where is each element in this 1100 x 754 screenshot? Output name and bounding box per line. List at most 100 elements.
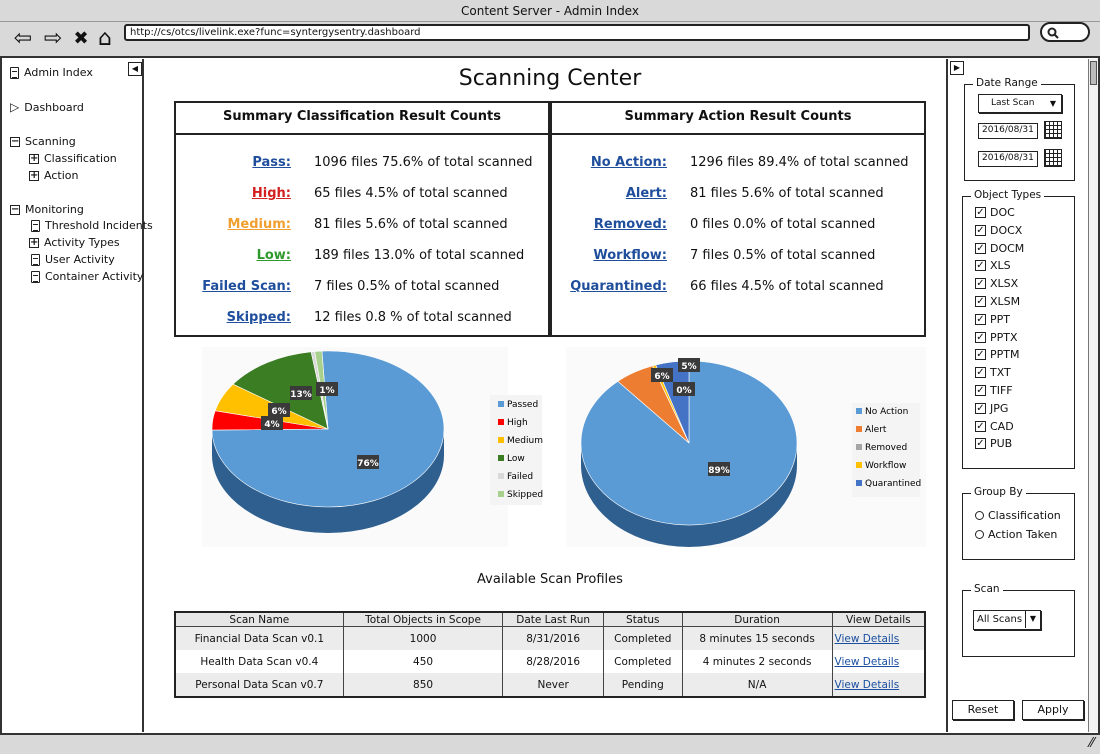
- summary-value: 0 files 0.0% of total scanned: [690, 217, 876, 232]
- checkbox-checked-icon: ✓: [975, 296, 986, 307]
- data-label: 4%: [264, 420, 279, 430]
- sidebar-item-admin-index[interactable]: Admin Index: [10, 66, 93, 79]
- summary-value: 65 files 4.5% of total scanned: [314, 186, 508, 201]
- legend-entry: Removed: [865, 443, 907, 453]
- calendar-icon[interactable]: [1044, 121, 1062, 139]
- sidebar-item-user-activity[interactable]: User Activity: [31, 253, 115, 266]
- sidebar-item-action[interactable]: + Action: [29, 169, 79, 182]
- checkbox-checked-icon: ✓: [975, 349, 986, 361]
- summary-value: 189 files 13.0% of total scanned: [314, 248, 525, 263]
- sidebar-item-dashboard[interactable]: ▷ Dashboard: [10, 100, 84, 114]
- summary-label-link[interactable]: Skipped:: [226, 310, 291, 325]
- checkbox-checked-icon: ✓: [975, 420, 986, 432]
- object-type-checkbox[interactable]: ✓ TIFF: [975, 384, 1013, 397]
- legend-swatch: [856, 480, 862, 486]
- legend-entry: Low: [507, 454, 525, 464]
- summary-label-link[interactable]: Failed Scan:: [202, 279, 291, 294]
- view-details-link[interactable]: View Details: [834, 655, 900, 668]
- sidebar-item-classification[interactable]: + Classification: [29, 152, 117, 165]
- object-type-checkbox[interactable]: ✓ PPTX: [975, 330, 1018, 344]
- status-bar: ⁄⁄: [0, 733, 1100, 754]
- home-icon[interactable]: ⌂: [98, 26, 112, 51]
- legend-swatch: [498, 419, 504, 425]
- summary-value: 66 files 4.5% of total scanned: [690, 279, 884, 294]
- close-icon[interactable]: ✖: [73, 28, 89, 49]
- legend-swatch: [856, 462, 862, 468]
- back-arrow-icon[interactable]: ⇦: [13, 26, 33, 51]
- collapse-sidebar-button[interactable]: ◀: [128, 62, 142, 76]
- summary-label-link[interactable]: No Action:: [590, 155, 667, 170]
- window-title: Content Server - Admin Index: [0, 0, 1100, 22]
- object-type-checkbox[interactable]: ✓ PUB: [975, 437, 1013, 451]
- column-header: Date Last Run: [502, 611, 604, 627]
- sidebar-item-scanning[interactable]: − Scanning: [10, 135, 76, 148]
- table-row: Health Data Scan v0.4 450 8/28/2016 Complet…: [174, 650, 926, 673]
- legend-swatch: [856, 444, 862, 450]
- action-summary-panel: Summary Action Result Counts No Action: 1…: [550, 101, 926, 337]
- summary-label-link[interactable]: Removed:: [593, 217, 667, 232]
- object-type-checkbox[interactable]: ✓ PPTM: [975, 348, 1020, 362]
- collapse-minus-icon: −: [10, 203, 20, 215]
- object-type-checkbox[interactable]: ✓ TXT: [975, 366, 1011, 380]
- scrollbar-thumb[interactable]: [1090, 61, 1097, 85]
- summary-label-link[interactable]: Low:: [256, 248, 291, 263]
- column-header: Status: [602, 611, 683, 627]
- object-type-checkbox[interactable]: ✓ JPG: [975, 401, 1009, 415]
- object-type-checkbox[interactable]: ✓ CAD: [975, 419, 1014, 433]
- object-type-checkbox[interactable]: ✓ DOC: [975, 206, 1015, 219]
- summary-value: 81 files 5.6% of total scanned: [690, 186, 884, 201]
- summary-label-link[interactable]: Pass:: [252, 155, 291, 170]
- date-to-field[interactable]: 2016/08/31: [978, 151, 1038, 167]
- view-details-link[interactable]: View Details: [834, 632, 900, 645]
- sidebar-item-activity-types[interactable]: + Activity Types: [29, 236, 120, 249]
- calendar-icon[interactable]: [1044, 149, 1062, 167]
- chart-legend-box: [852, 403, 920, 497]
- table-cell: Pending: [602, 673, 683, 697]
- legend-entry: Skipped: [507, 490, 543, 500]
- legend-entry: Passed: [507, 400, 538, 410]
- page-title: Scanning Center: [458, 66, 642, 91]
- table-cell: 1000: [342, 626, 504, 650]
- forward-arrow-icon[interactable]: ⇨: [43, 26, 63, 51]
- view-details-link[interactable]: View Details: [834, 678, 900, 691]
- summary-label-link[interactable]: Quarantined:: [570, 279, 667, 294]
- object-type-checkbox[interactable]: ✓ XLSM: [975, 295, 1021, 308]
- vertical-scrollbar[interactable]: [1088, 59, 1098, 732]
- object-type-checkbox[interactable]: ✓ DOCM: [975, 241, 1025, 255]
- table-cell: Completed: [602, 626, 683, 650]
- sidebar-item-container-activity[interactable]: Container Activity: [31, 270, 143, 283]
- object-type-checkbox[interactable]: ✓ PPT: [975, 312, 1010, 326]
- browser-search-button[interactable]: [1040, 22, 1090, 42]
- url-input[interactable]: http://cs/otcs/livelink.exe?func=synterg…: [124, 24, 1030, 41]
- sidebar-item-threshold-incidents[interactable]: Threshold Incidents: [31, 219, 153, 232]
- date-range-dropdown[interactable]: Last Scan ▼: [978, 94, 1062, 113]
- expand-panel-button[interactable]: ▶: [950, 61, 964, 75]
- classification-summary-panel: Summary Classification Result Counts Pas…: [174, 101, 550, 337]
- sidebar-item-monitoring[interactable]: − Monitoring: [10, 203, 84, 216]
- group-by-action-radio[interactable]: Action Taken: [975, 528, 1057, 541]
- scan-group: Scan All Scans ▼: [962, 583, 1075, 657]
- legend-swatch: [498, 401, 504, 407]
- resize-grip-icon[interactable]: ⁄⁄: [1089, 736, 1094, 751]
- summary-label-link[interactable]: High:: [251, 186, 291, 201]
- group-by-classification-radio[interactable]: Classification: [975, 509, 1061, 522]
- summary-label-link[interactable]: Medium:: [227, 217, 291, 232]
- data-label: 13%: [290, 390, 312, 400]
- legend-entry: Alert: [865, 425, 887, 435]
- summary-label-link[interactable]: Alert:: [625, 186, 667, 201]
- legend-entry: No Action: [865, 407, 908, 417]
- checkbox-checked-icon: ✓: [975, 385, 986, 396]
- apply-button[interactable]: Apply: [1022, 700, 1084, 720]
- document-icon: [31, 253, 40, 266]
- data-label-box: [268, 403, 290, 417]
- group-by-group: Group By Classification Action Taken: [962, 486, 1075, 560]
- date-from-field[interactable]: 2016/08/31: [978, 123, 1038, 139]
- data-label-box: [357, 455, 379, 469]
- object-type-checkbox[interactable]: ✓ XLSX: [975, 277, 1019, 291]
- summary-label-link[interactable]: Workflow:: [593, 248, 667, 263]
- reset-button[interactable]: Reset: [952, 700, 1014, 720]
- object-type-checkbox[interactable]: ✓ XLS: [975, 259, 1011, 273]
- column-header: Total Objects in Scope: [342, 611, 504, 627]
- object-type-checkbox[interactable]: ✓ DOCX: [975, 223, 1023, 237]
- scan-dropdown[interactable]: All Scans ▼: [973, 610, 1041, 630]
